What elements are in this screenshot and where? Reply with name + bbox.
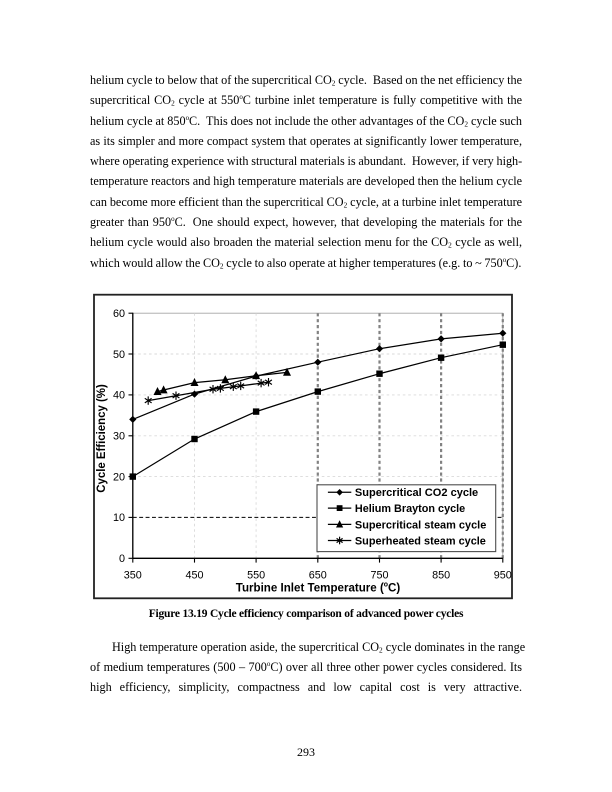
svg-text:450: 450 <box>185 570 203 582</box>
svg-text:850: 850 <box>432 570 450 582</box>
svg-text:950: 950 <box>494 570 512 582</box>
svg-text:30: 30 <box>113 431 125 443</box>
svg-text:40: 40 <box>113 390 125 402</box>
svg-text:Turbine Inlet Temperature (oC): Turbine Inlet Temperature (oC) <box>236 579 401 594</box>
svg-text:Supercritical steam cycle: Supercritical steam cycle <box>355 519 486 531</box>
svg-text:Cycle Efficiency (%): Cycle Efficiency (%) <box>94 384 108 493</box>
svg-text:350: 350 <box>124 570 142 582</box>
svg-text:750: 750 <box>370 570 388 582</box>
svg-text:550: 550 <box>247 570 265 582</box>
svg-text:60: 60 <box>113 308 125 320</box>
svg-text:0: 0 <box>119 553 125 565</box>
svg-text:Superheated steam cycle: Superheated steam cycle <box>355 535 486 547</box>
svg-text:Supercritical CO2 cycle: Supercritical CO2 cycle <box>355 487 478 499</box>
svg-text:650: 650 <box>309 570 327 582</box>
svg-text:Helium Brayton cycle: Helium Brayton cycle <box>355 503 465 515</box>
svg-text:20: 20 <box>113 471 125 483</box>
svg-text:50: 50 <box>113 349 125 361</box>
svg-text:10: 10 <box>113 512 125 524</box>
